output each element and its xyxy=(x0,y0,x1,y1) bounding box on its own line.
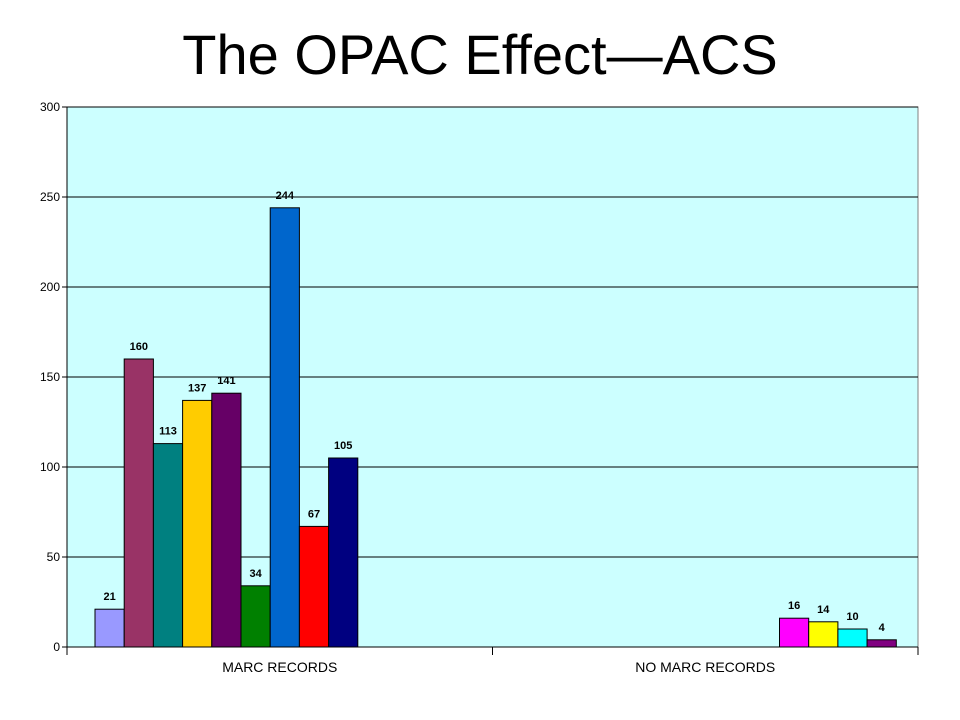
bar xyxy=(808,621,839,648)
data-label: 67 xyxy=(308,508,320,520)
data-label: 21 xyxy=(103,591,115,603)
data-label: 105 xyxy=(334,440,352,452)
y-tick-label: 300 xyxy=(40,100,60,114)
category-label: NO MARC RECORDS xyxy=(635,659,775,675)
data-label: 137 xyxy=(188,382,206,394)
data-label: 16 xyxy=(788,600,800,612)
data-label: 141 xyxy=(217,375,235,387)
y-tick-label: 100 xyxy=(40,460,60,474)
y-tick-label: 0 xyxy=(53,640,60,654)
data-label: 244 xyxy=(276,190,295,202)
data-label: 10 xyxy=(846,611,858,623)
y-tick-label: 150 xyxy=(40,370,60,384)
bar xyxy=(328,457,359,648)
bar xyxy=(779,617,810,648)
bar xyxy=(211,392,242,648)
data-label: 14 xyxy=(817,604,830,616)
bar xyxy=(94,608,125,648)
data-label: 34 xyxy=(249,568,262,580)
y-tick-label: 250 xyxy=(40,190,60,204)
bar xyxy=(298,525,330,648)
y-axis: 0 50 100 150 200 250 300 xyxy=(40,100,68,654)
bar xyxy=(182,399,213,648)
bar xyxy=(866,639,897,648)
data-label: 113 xyxy=(159,426,177,438)
y-tick-label: 50 xyxy=(47,550,61,564)
bar xyxy=(123,358,154,648)
x-axis: MARC RECORDS NO MARC RECORDS xyxy=(66,646,919,675)
bar xyxy=(152,443,184,648)
data-label: 4 xyxy=(879,622,886,634)
bar xyxy=(837,628,868,648)
y-tick-label: 200 xyxy=(40,280,60,294)
slide-title: The OPAC Effect—ACS xyxy=(182,23,778,86)
bar xyxy=(240,585,271,648)
bar xyxy=(269,207,300,648)
category-label: MARC RECORDS xyxy=(222,659,337,675)
data-label: 160 xyxy=(130,341,148,353)
bars xyxy=(94,207,897,648)
data-labels: 21 160 113 137 141 34 244 67 105 16 14 10 4 xyxy=(103,190,885,634)
